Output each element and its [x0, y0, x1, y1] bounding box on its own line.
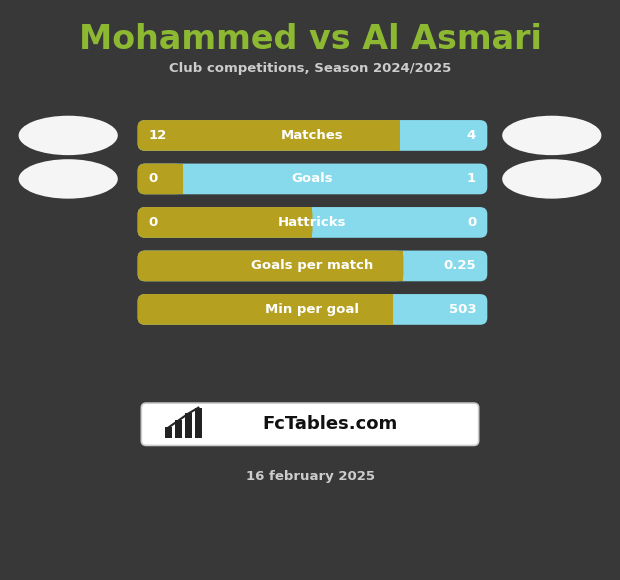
- Text: Min per goal: Min per goal: [265, 303, 360, 316]
- FancyBboxPatch shape: [141, 403, 479, 445]
- Text: 12: 12: [149, 129, 167, 142]
- Bar: [165, 427, 172, 438]
- FancyBboxPatch shape: [138, 164, 183, 194]
- Bar: [185, 414, 192, 438]
- FancyBboxPatch shape: [138, 120, 400, 151]
- Text: Goals: Goals: [291, 172, 334, 186]
- Bar: [396, 251, 404, 281]
- Ellipse shape: [502, 116, 601, 155]
- Text: FcTables.com: FcTables.com: [263, 415, 398, 433]
- Text: Hattricks: Hattricks: [278, 216, 347, 229]
- FancyBboxPatch shape: [138, 207, 312, 238]
- Text: 0: 0: [467, 216, 476, 229]
- Text: 0.25: 0.25: [443, 259, 476, 273]
- Text: 4: 4: [467, 129, 476, 142]
- FancyBboxPatch shape: [138, 251, 487, 281]
- Ellipse shape: [502, 159, 601, 198]
- FancyBboxPatch shape: [138, 120, 487, 151]
- Bar: [175, 420, 182, 438]
- Text: 16 february 2025: 16 february 2025: [246, 470, 374, 483]
- Ellipse shape: [19, 116, 118, 155]
- FancyBboxPatch shape: [138, 251, 404, 281]
- Bar: [305, 207, 312, 238]
- Text: Goals per match: Goals per match: [251, 259, 374, 273]
- Bar: [386, 294, 393, 325]
- Text: Matches: Matches: [281, 129, 344, 142]
- Text: 0: 0: [149, 216, 158, 229]
- Text: 0: 0: [149, 172, 158, 186]
- Text: 503: 503: [448, 303, 476, 316]
- FancyBboxPatch shape: [138, 294, 487, 325]
- FancyBboxPatch shape: [138, 207, 487, 238]
- Bar: [175, 164, 183, 194]
- FancyBboxPatch shape: [138, 294, 393, 325]
- Text: Mohammed vs Al Asmari: Mohammed vs Al Asmari: [79, 23, 541, 56]
- Ellipse shape: [19, 159, 118, 198]
- Text: Club competitions, Season 2024/2025: Club competitions, Season 2024/2025: [169, 62, 451, 75]
- FancyBboxPatch shape: [138, 164, 487, 194]
- Bar: [195, 408, 202, 438]
- Text: 1: 1: [467, 172, 476, 186]
- Bar: [392, 120, 400, 151]
